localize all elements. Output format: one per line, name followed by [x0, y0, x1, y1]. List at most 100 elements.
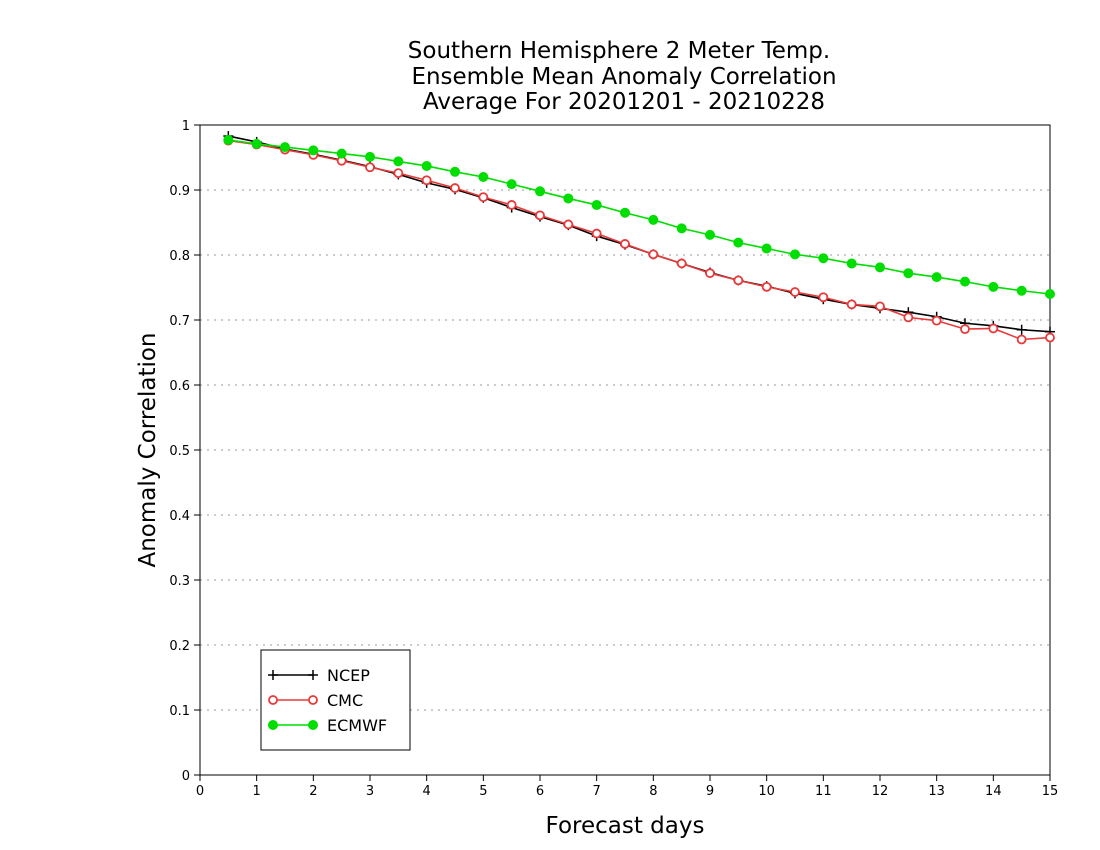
x-axis-label: Forecast days — [546, 813, 705, 839]
y-tick-label: 0.6 — [169, 379, 190, 394]
data-point-ecmwf — [393, 156, 404, 167]
x-tick-label: 12 — [872, 784, 889, 799]
data-point-cmc — [563, 219, 574, 230]
data-point-ecmwf — [365, 151, 375, 162]
data-point-cmc — [960, 324, 970, 335]
data-point-cmc — [903, 312, 914, 323]
x-tick-label: 9 — [706, 784, 714, 799]
data-point-cmc — [733, 275, 744, 286]
data-point-cmc — [535, 210, 545, 221]
data-point-cmc — [988, 323, 999, 334]
data-point-ecmwf — [336, 148, 347, 159]
y-tick-label: 0.7 — [169, 314, 190, 329]
title-line-1: Southern Hemisphere 2 Meter Temp. — [408, 38, 830, 64]
data-point-cmc — [450, 183, 460, 193]
data-point-ecmwf — [931, 272, 942, 283]
title-line-2: Ensemble Mean Anomaly Correlation — [411, 64, 836, 90]
x-tick-label: 13 — [928, 784, 945, 799]
data-point-ecmwf — [818, 253, 829, 264]
data-point-ecmwf — [960, 276, 970, 287]
title-line-3: Average For 20201201 - 20210228 — [423, 89, 825, 115]
data-point-ecmwf — [280, 142, 290, 153]
legend-marker — [268, 695, 278, 705]
x-tick-label: 10 — [758, 784, 775, 799]
data-point-ecmwf — [761, 243, 772, 254]
y-tick-label: 0.9 — [169, 184, 190, 199]
data-point-cmc — [875, 301, 885, 312]
data-point-cmc — [818, 292, 829, 303]
x-tick-label: 4 — [423, 784, 431, 799]
x-tick-label: 8 — [649, 784, 657, 799]
legend-marker — [308, 670, 318, 680]
data-point-cmc — [591, 228, 602, 239]
data-point-cmc — [705, 268, 715, 279]
y-tick-label: 0.4 — [169, 509, 190, 524]
data-point-ecmwf — [1016, 285, 1027, 296]
data-point-cmc — [846, 299, 857, 310]
legend-item-ecmwf: ECMWF — [268, 716, 387, 735]
x-tick-label: 15 — [1042, 784, 1059, 799]
data-point-ecmwf — [563, 193, 574, 204]
x-tick-label: 14 — [985, 784, 1002, 799]
data-point-ecmwf — [535, 186, 545, 197]
data-point-cmc — [478, 192, 489, 203]
y-tick-label: 0.3 — [169, 574, 190, 589]
data-point-ecmwf — [421, 160, 432, 171]
data-point-ecmwf — [450, 166, 460, 177]
y-tick-label: 0.2 — [169, 639, 190, 654]
data-point-cmc — [393, 168, 404, 179]
data-point-cmc — [1045, 332, 1055, 343]
data-point-ecmwf — [676, 223, 687, 234]
data-point-ecmwf — [846, 258, 857, 269]
data-point-cmc — [620, 239, 630, 249]
chart-title: Southern Hemisphere 2 Meter Temp. Ensemb… — [408, 38, 837, 115]
data-point-ecmwf — [308, 145, 319, 156]
data-point-cmc — [1016, 334, 1027, 345]
data-point-ecmwf — [648, 214, 659, 225]
y-tick-label: 0.8 — [169, 249, 190, 264]
data-point-ecmwf — [903, 268, 914, 279]
y-tick-label: 0 — [182, 769, 190, 784]
legend-label: CMC — [327, 691, 363, 710]
data-point-cmc — [421, 175, 432, 186]
x-tick-label: 3 — [366, 784, 374, 799]
x-tick-label: 1 — [253, 784, 261, 799]
series-cmc — [223, 135, 1055, 345]
legend-marker — [308, 695, 318, 705]
data-point-cmc — [790, 287, 800, 297]
x-tick-label: 7 — [593, 784, 601, 799]
x-tick-label: 0 — [196, 784, 204, 799]
x-tick-label: 5 — [479, 784, 487, 799]
data-point-ecmwf — [620, 207, 630, 218]
legend-label: NCEP — [327, 666, 370, 685]
data-point-cmc — [365, 162, 375, 173]
y-axis-label: Anomaly Correlation — [135, 332, 161, 567]
data-point-cmc — [648, 249, 659, 260]
data-point-ecmwf — [875, 262, 885, 273]
series-line-ncep — [228, 135, 1051, 333]
y-tick-label: 0.5 — [169, 444, 190, 459]
data-point-ncep — [1016, 324, 1027, 335]
x-tick-label: 6 — [536, 784, 544, 799]
data-point-ecmwf — [591, 199, 602, 210]
data-point-ecmwf — [705, 229, 715, 240]
legend-marker — [308, 720, 318, 730]
legend: NCEP CMC ECMWF — [260, 649, 411, 751]
legend-item-ncep: NCEP — [268, 666, 370, 685]
data-point-ecmwf — [790, 249, 800, 260]
legend-item-cmc: CMC — [268, 691, 363, 710]
series-line-cmc — [228, 139, 1051, 341]
data-point-cmc — [676, 258, 687, 269]
data-point-ecmwf — [223, 134, 234, 145]
data-point-ecmwf — [1045, 289, 1055, 299]
series-layer — [223, 131, 1055, 345]
data-point-ecmwf — [251, 138, 262, 149]
y-tick-label: 0.1 — [169, 704, 190, 719]
x-tick-label: 2 — [309, 784, 317, 799]
data-point-ecmwf — [988, 281, 999, 292]
grid-lines — [200, 189, 1050, 711]
legend-marker — [268, 670, 278, 680]
data-point-ecmwf — [733, 237, 744, 248]
series-ecmwf — [223, 134, 1055, 299]
